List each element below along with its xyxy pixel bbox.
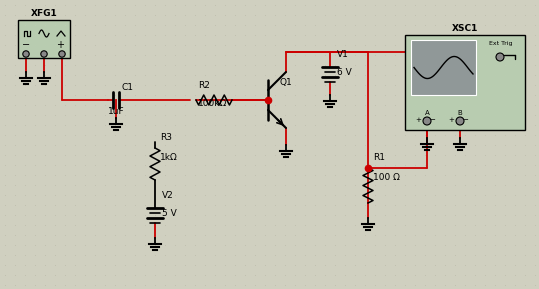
Bar: [18, 20, 70, 58]
Circle shape: [496, 53, 504, 61]
Text: 1kΩ: 1kΩ: [160, 153, 178, 162]
Bar: [405, 35, 525, 130]
Circle shape: [456, 117, 464, 125]
Text: 100kΩ: 100kΩ: [198, 99, 227, 108]
Text: 1uF: 1uF: [108, 107, 125, 116]
Circle shape: [423, 117, 431, 125]
Text: Q1: Q1: [280, 78, 293, 87]
Text: A: A: [425, 110, 430, 116]
Text: +: +: [56, 40, 64, 50]
Circle shape: [41, 51, 47, 57]
Text: −: −: [22, 40, 30, 50]
Text: +: +: [448, 117, 454, 123]
Text: −: −: [429, 117, 435, 123]
Text: V2: V2: [162, 191, 174, 200]
Text: 6 V: 6 V: [337, 68, 352, 77]
Text: Ext Trig: Ext Trig: [489, 41, 513, 46]
Bar: [411, 40, 476, 95]
Text: B: B: [458, 110, 462, 116]
Text: 100 Ω: 100 Ω: [373, 173, 400, 182]
Text: XSC1: XSC1: [452, 24, 478, 33]
Text: XFG1: XFG1: [31, 9, 57, 18]
Text: −: −: [462, 117, 468, 123]
Text: R2: R2: [198, 81, 210, 90]
Circle shape: [23, 51, 29, 57]
Text: 5 V: 5 V: [162, 209, 177, 218]
Text: R1: R1: [373, 153, 385, 162]
Circle shape: [59, 51, 65, 57]
Text: +: +: [415, 117, 421, 123]
Text: R3: R3: [160, 133, 172, 142]
Text: V1: V1: [337, 50, 349, 59]
Text: C1: C1: [121, 83, 133, 92]
